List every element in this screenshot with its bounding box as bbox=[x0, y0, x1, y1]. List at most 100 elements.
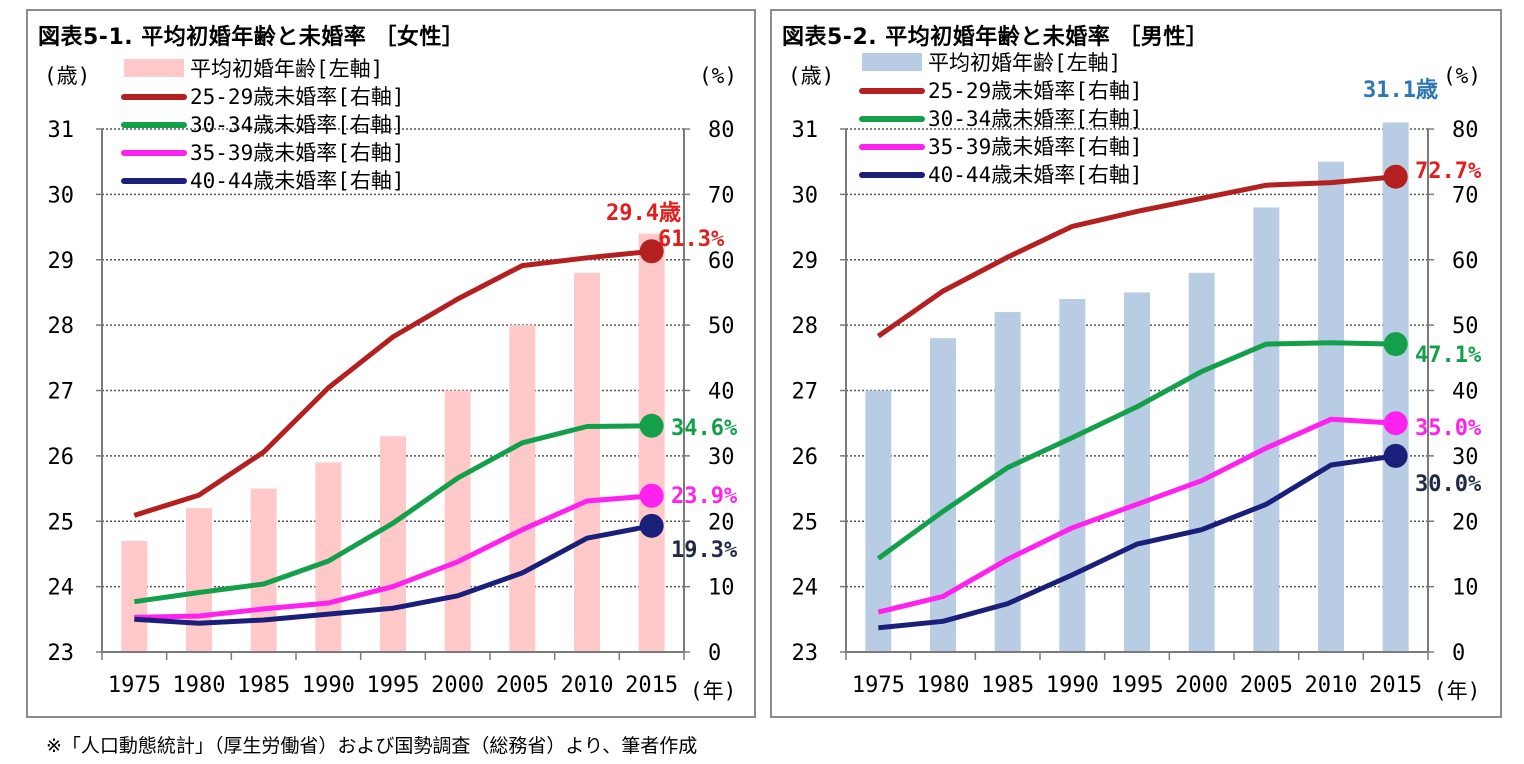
series-endpoint-4 bbox=[1383, 443, 1408, 468]
left-tick-label: 26 bbox=[48, 445, 75, 470]
data-annotation: 29.4歳 bbox=[606, 201, 681, 226]
left-tick-label: 23 bbox=[48, 641, 75, 666]
bar-1980 bbox=[186, 508, 212, 652]
left-tick-label: 25 bbox=[48, 510, 75, 535]
left-tick-label: 29 bbox=[48, 249, 75, 274]
right-tick-label: 80 bbox=[1452, 118, 1479, 143]
x-tick-label: 1990 bbox=[302, 673, 355, 698]
left-tick-label: 27 bbox=[792, 380, 819, 405]
bar-1995 bbox=[380, 436, 406, 652]
legend-swatch-bar bbox=[862, 53, 922, 71]
left-tick-label: 26 bbox=[792, 445, 819, 470]
x-tick-label: 1995 bbox=[1111, 673, 1164, 698]
bar-1985 bbox=[250, 488, 277, 652]
x-tick-label: 1990 bbox=[1046, 673, 1099, 698]
data-annotation: 35.0% bbox=[1415, 416, 1482, 441]
data-annotation: 30.0% bbox=[1415, 472, 1482, 497]
legend-label-line: 35-39歳未婚率[右軸] bbox=[928, 135, 1143, 159]
right-tick-label: 0 bbox=[1452, 641, 1465, 666]
left-tick-label: 28 bbox=[48, 314, 75, 339]
x-tick-label: 2000 bbox=[1175, 673, 1228, 698]
series-line-3 bbox=[877, 416, 1396, 615]
left-tick-label: 24 bbox=[48, 576, 75, 601]
data-annotation: 34.6% bbox=[671, 416, 738, 441]
x-tick-label: 2015 bbox=[625, 673, 678, 698]
x-tick-label: 2015 bbox=[1369, 673, 1422, 698]
data-annotation: 19.3% bbox=[671, 538, 738, 563]
left-tick-label: 29 bbox=[792, 249, 819, 274]
x-tick-label: 2010 bbox=[1305, 673, 1358, 698]
legend-label-line: 25-29歳未婚率[右軸] bbox=[190, 85, 405, 109]
right-tick-label: 30 bbox=[708, 445, 735, 470]
bar-1990 bbox=[1059, 298, 1086, 652]
bar-1975 bbox=[865, 390, 892, 652]
series-line-2 bbox=[876, 340, 1396, 561]
data-annotation: 72.7% bbox=[1415, 159, 1482, 184]
right-tick-label: 0 bbox=[708, 641, 721, 666]
series-line-3 bbox=[134, 493, 652, 620]
series-endpoint-2 bbox=[1383, 332, 1408, 357]
series-endpoint-1 bbox=[639, 239, 664, 264]
left-tick-label: 31 bbox=[792, 118, 819, 143]
right-tick-label: 10 bbox=[708, 576, 735, 601]
left-tick-label: 28 bbox=[792, 314, 819, 339]
x-tick-label: 2010 bbox=[561, 673, 614, 698]
bar-2015 bbox=[1382, 122, 1409, 652]
x-tick-label: 1995 bbox=[367, 673, 420, 698]
legend-label-line: 40-44歳未婚率[右軸] bbox=[190, 169, 405, 193]
male-chart: 23 24 25 26 27 28 29 30 31 0 10 20 30 40 50 60 70 80 1975 1… bbox=[788, 51, 1482, 703]
left-axis-unit: (歳) bbox=[788, 64, 834, 88]
left-tick-label: 30 bbox=[48, 183, 75, 208]
right-tick-label: 30 bbox=[1452, 445, 1479, 470]
right-tick-label: 20 bbox=[1452, 510, 1479, 535]
series-endpoint-2 bbox=[639, 413, 664, 438]
right-tick-label: 50 bbox=[708, 314, 735, 339]
x-tick-label: 2005 bbox=[496, 673, 549, 698]
legend-label-line: 30-34歳未婚率[右軸] bbox=[190, 113, 405, 137]
series-endpoint-1 bbox=[1383, 164, 1408, 189]
male-chart-panel: 図表5-2. 平均初婚年齢と未婚率 ［男性］ 23 24 25 26 27 28 29 30 3… bbox=[770, 9, 1502, 718]
legend-swatch-bar bbox=[124, 59, 184, 77]
left-tick-label: 25 bbox=[792, 510, 819, 535]
left-tick-label: 31 bbox=[48, 118, 75, 143]
left-axis-unit: (歳) bbox=[44, 64, 90, 88]
legend-label-bar: 平均初婚年齢[左軸] bbox=[190, 57, 383, 81]
female-chart: 23 24 25 26 27 28 29 30 31 0 10 20 30 40 50 60 70 80 1975 1… bbox=[44, 57, 738, 703]
bar-2005 bbox=[1253, 207, 1280, 652]
right-tick-label: 50 bbox=[1452, 314, 1479, 339]
bar-2000 bbox=[1188, 272, 1215, 652]
legend-label-line: 35-39歳未婚率[右軸] bbox=[190, 141, 405, 165]
source-footnote: ※「人口動態統計」（厚生労働省）および国勢調査（総務省）より、筆者作成 bbox=[46, 735, 698, 757]
series-line-1 bbox=[876, 174, 1396, 339]
left-tick-label: 30 bbox=[792, 183, 819, 208]
x-tick-label: 2000 bbox=[431, 673, 484, 698]
x-tick-label: 1975 bbox=[852, 673, 905, 698]
bar-1995 bbox=[1124, 292, 1150, 652]
data-annotation: 23.9% bbox=[671, 484, 738, 509]
series-line-2 bbox=[133, 423, 652, 605]
right-tick-label: 60 bbox=[708, 249, 735, 274]
legend-label-line: 25-29歳未婚率[右軸] bbox=[928, 79, 1143, 103]
left-tick-label: 24 bbox=[792, 576, 819, 601]
bar-1985 bbox=[994, 312, 1021, 652]
right-axis-unit: (%) bbox=[1443, 64, 1481, 88]
right-tick-label: 60 bbox=[1452, 249, 1479, 274]
bar-1975 bbox=[121, 540, 148, 652]
x-tick-label: 1975 bbox=[108, 673, 161, 698]
right-tick-label: 40 bbox=[1452, 380, 1479, 405]
series-line-4 bbox=[878, 453, 1397, 631]
female-chart-panel: 図表5-1. 平均初婚年齢と未婚率 ［女性］ 23 24 25 26 27 28 29 30 3… bbox=[26, 9, 756, 718]
series-endpoint-3 bbox=[639, 483, 664, 508]
chart-title: 図表5-2. 平均初婚年齢と未婚率 ［男性］ bbox=[782, 25, 1209, 50]
data-annotation: 47.1% bbox=[1415, 343, 1482, 368]
series-endpoint-3 bbox=[1383, 411, 1408, 436]
legend-label-line: 40-44歳未婚率[右軸] bbox=[928, 163, 1143, 187]
x-tick-label: 1980 bbox=[173, 673, 226, 698]
x-tick-label: 2005 bbox=[1240, 673, 1293, 698]
x-axis-unit: (年) bbox=[1434, 679, 1480, 703]
bar-2010 bbox=[574, 272, 600, 652]
x-tick-label: 1985 bbox=[237, 673, 290, 698]
bar-2005 bbox=[509, 325, 536, 652]
right-tick-label: 20 bbox=[708, 510, 735, 535]
legend-label-line: 30-34歳未婚率[右軸] bbox=[928, 107, 1143, 131]
